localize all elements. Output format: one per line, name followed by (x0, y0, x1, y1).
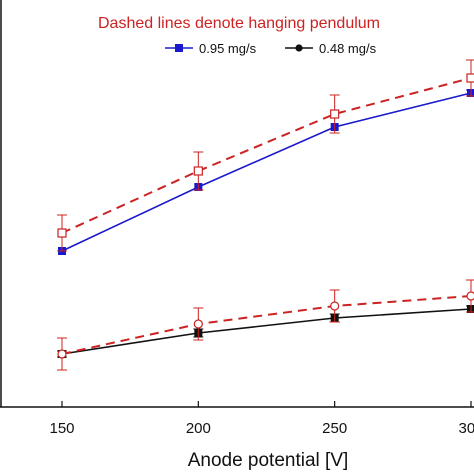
data-point (466, 291, 474, 301)
data-point (57, 349, 67, 359)
x-tick-label: 200 (186, 420, 211, 437)
series-line (61, 295, 472, 355)
series-line (61, 77, 472, 234)
data-point (330, 301, 340, 311)
x-tick-label: 250 (322, 420, 347, 437)
series-line (61, 308, 472, 355)
data-point (193, 319, 203, 329)
x-axis-title: Anode potential [V] (188, 450, 349, 471)
x-tick-label: 150 (49, 420, 74, 437)
data-point (330, 109, 340, 119)
data-point (193, 166, 203, 176)
legend: 0.95 mg/s 0.48 mg/s (165, 41, 377, 56)
legend-marker (175, 44, 183, 52)
plot-layer (0, 0, 474, 408)
x-tick-labels: 150 200 250 300 (49, 420, 474, 437)
x-tick-label: 300 (458, 420, 474, 437)
chart-annotation: Dashed lines denote hanging pendulum (98, 15, 380, 32)
legend-marker (295, 44, 303, 52)
legend-label: 0.95 mg/s (199, 41, 257, 56)
series-line (61, 92, 472, 252)
data-point (57, 228, 67, 238)
data-point (466, 73, 474, 83)
legend-label: 0.48 mg/s (319, 41, 377, 56)
